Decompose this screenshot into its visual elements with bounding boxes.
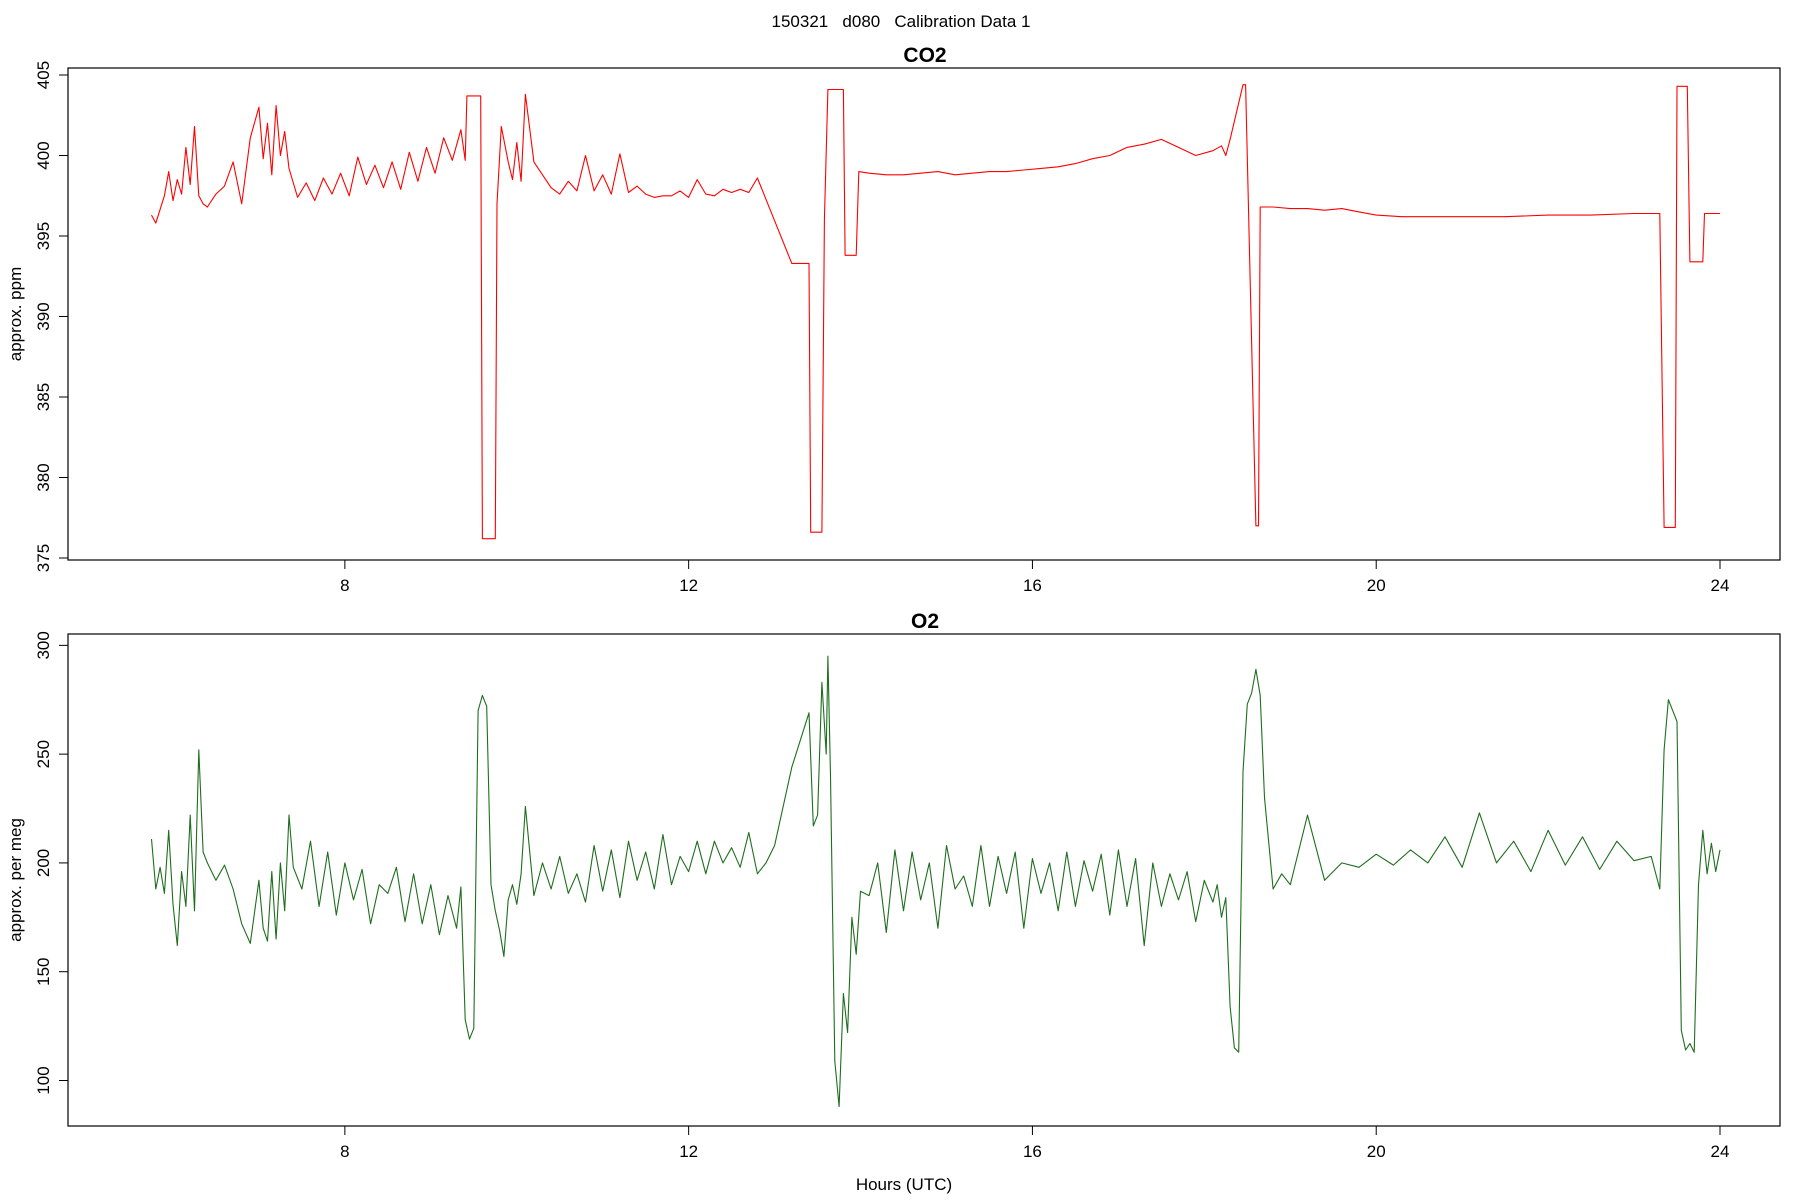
co2-panel: CO2 approx. ppm 8 12 16 20 24 375 380 385 390 39… <box>6 44 1781 595</box>
o2-y-tick-label: 250 <box>34 740 53 768</box>
o2-x-axis: 8 12 16 20 24 <box>340 1126 1729 1161</box>
co2-x-axis: 8 12 16 20 24 <box>340 560 1729 595</box>
co2-y-tick-label: 390 <box>34 302 53 330</box>
co2-y-axis-label: approx. ppm <box>6 267 25 362</box>
co2-y-tick-label: 380 <box>34 463 53 491</box>
co2-y-axis: 375 380 385 390 395 400 405 <box>34 61 68 572</box>
o2-y-axis: 100 150 200 250 300 <box>34 631 68 1095</box>
o2-panel: O2 approx. per meg 8 12 16 20 24 100 150 200 25… <box>6 610 1781 1161</box>
o2-y-tick-label: 300 <box>34 631 53 659</box>
figure-title: 150321 d080 Calibration Data 1 <box>772 12 1031 31</box>
o2-y-tick-label: 200 <box>34 849 53 877</box>
co2-x-tick-label: 24 <box>1711 576 1730 595</box>
co2-y-tick-label: 405 <box>34 61 53 89</box>
co2-y-tick-label: 400 <box>34 141 53 169</box>
co2-x-tick-label: 12 <box>679 576 698 595</box>
o2-y-tick-label: 150 <box>34 958 53 986</box>
co2-y-tick-label: 395 <box>34 222 53 250</box>
o2-x-tick-label: 12 <box>679 1142 698 1161</box>
co2-x-tick-label: 16 <box>1023 576 1042 595</box>
co2-panel-title: CO2 <box>903 44 946 67</box>
co2-x-tick-label: 8 <box>340 576 349 595</box>
o2-panel-title: O2 <box>911 610 939 633</box>
co2-y-tick-label: 385 <box>34 383 53 411</box>
co2-y-tick-label: 375 <box>34 544 53 572</box>
o2-series-line <box>150 655 1721 1108</box>
o2-x-tick-label: 16 <box>1023 1142 1042 1161</box>
o2-x-tick-label: 24 <box>1711 1142 1730 1161</box>
o2-x-tick-label: 20 <box>1367 1142 1386 1161</box>
co2-x-tick-label: 20 <box>1367 576 1386 595</box>
o2-plot-frame <box>67 633 1781 1127</box>
co2-series-line <box>151 84 1720 540</box>
o2-y-axis-label: approx. per meg <box>6 818 25 942</box>
o2-x-tick-label: 8 <box>340 1142 349 1161</box>
co2-plot-frame <box>67 67 1781 561</box>
x-axis-title: Hours (UTC) <box>856 1175 952 1194</box>
o2-y-tick-label: 100 <box>34 1066 53 1094</box>
